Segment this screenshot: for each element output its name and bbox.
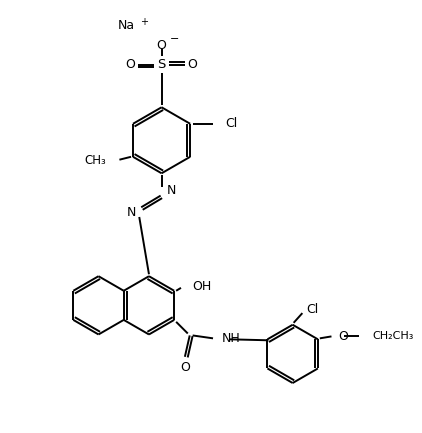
Text: O: O (338, 330, 348, 343)
Text: NH: NH (222, 332, 241, 345)
Text: N: N (166, 184, 176, 197)
Text: O: O (157, 39, 167, 52)
Text: O: O (188, 58, 197, 71)
Text: Cl: Cl (306, 303, 319, 316)
Text: N: N (127, 206, 136, 219)
Text: O: O (126, 58, 135, 71)
Text: +: + (140, 17, 148, 27)
Text: OH: OH (192, 281, 212, 294)
Text: S: S (157, 58, 166, 71)
Text: CH₂CH₃: CH₂CH₃ (372, 331, 414, 341)
Text: −: − (170, 34, 180, 44)
Text: CH₃: CH₃ (84, 154, 106, 167)
Text: O: O (180, 361, 190, 374)
Text: Cl: Cl (225, 117, 238, 130)
Text: Na: Na (118, 19, 135, 32)
